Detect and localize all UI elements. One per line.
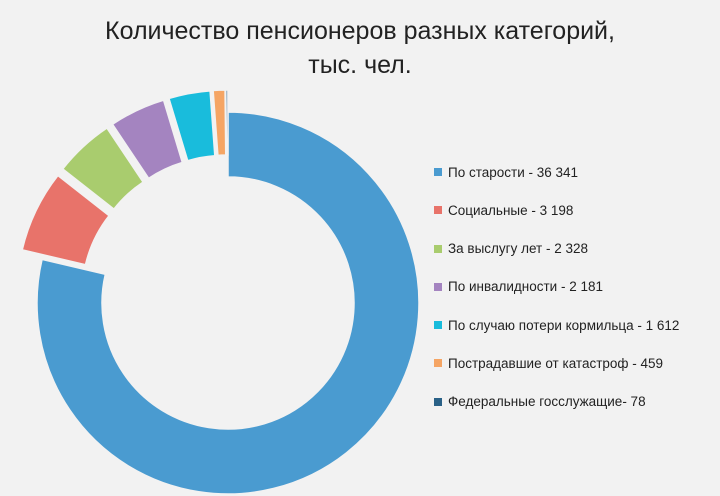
legend-swatch — [434, 206, 442, 215]
chart-title: Количество пенсионеров разных категорий,… — [0, 14, 720, 82]
chart-title-line-2: тыс. чел. — [308, 51, 412, 79]
legend-label: Федеральные госслужащие- 78 — [448, 394, 646, 410]
legend-label: За выслугу лет - 2 328 — [448, 241, 588, 257]
donut-slice — [225, 89, 229, 156]
donut-slice — [36, 111, 420, 495]
donut-slice — [111, 99, 184, 180]
donut-slice — [21, 174, 111, 266]
chart-legend: По старости - 36 341 Социальные - 3 198 За… — [434, 160, 679, 428]
legend-swatch — [434, 397, 442, 406]
legend-item: Федеральные госслужащие- 78 — [434, 390, 679, 414]
legend-swatch — [434, 244, 442, 253]
legend-item: Социальные - 3 198 — [434, 198, 679, 222]
legend-item: Пострадавшие от катастроф - 459 — [434, 351, 679, 375]
legend-item: По случаю потери кормильца - 1 612 — [434, 313, 679, 337]
legend-item: По инвалидности - 2 181 — [434, 275, 679, 299]
legend-swatch — [434, 321, 442, 330]
legend-label: Пострадавшие от катастроф - 459 — [448, 355, 664, 371]
legend-label: Социальные - 3 198 — [448, 202, 574, 218]
legend-swatch — [434, 282, 442, 291]
legend-swatch — [434, 359, 442, 368]
chart-title-line-1: Количество пенсионеров разных категорий, — [105, 17, 615, 45]
donut-slice — [168, 90, 216, 162]
legend-swatch — [434, 168, 442, 176]
legend-item: За выслугу лет - 2 328 — [434, 237, 679, 261]
legend-label: По случаю потери кормильца - 1 612 — [448, 317, 680, 333]
legend-item: По старости - 36 341 — [434, 160, 679, 184]
legend-label: По инвалидности - 2 181 — [448, 279, 603, 295]
donut-slice — [61, 126, 145, 211]
donut-slice — [212, 89, 227, 157]
legend-label: По старости - 36 341 — [448, 164, 579, 180]
